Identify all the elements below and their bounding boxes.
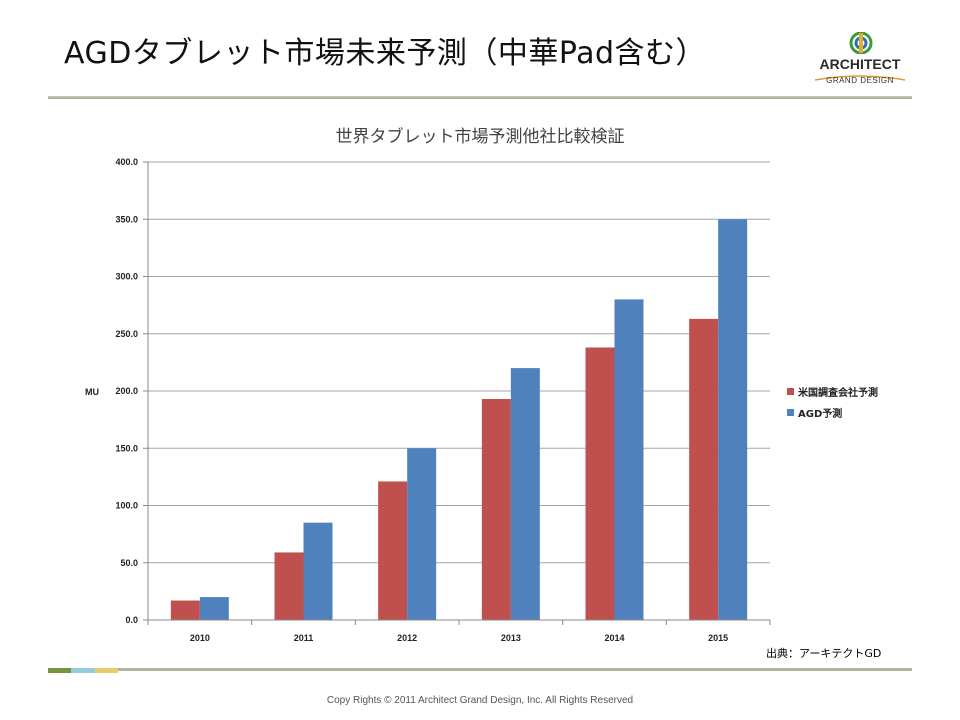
- y-tick-label: 200.0: [115, 386, 138, 396]
- y-axis-label: MU: [85, 387, 99, 397]
- legend-swatch: [787, 409, 794, 416]
- x-tick-label: 2010: [190, 633, 210, 643]
- x-tick-label: 2014: [604, 633, 624, 643]
- source-note: 出典：アーキテクトGD: [766, 647, 882, 660]
- bar-layer: [170, 219, 748, 620]
- bar-us-research-2015: [689, 318, 719, 620]
- axis-layer: 0.0 50.0 100.0 150.0 200.0 250.0 300.0 350.0 400…: [115, 157, 771, 643]
- bar-agd-2013: [510, 368, 540, 620]
- bar-agd-2015: [718, 219, 748, 620]
- logo-swoosh-icon: [814, 75, 906, 81]
- accent-blue: [71, 668, 95, 673]
- y-tick-label: 400.0: [115, 157, 138, 167]
- x-tick-label: 2015: [708, 633, 728, 643]
- accent-yellow: [94, 668, 118, 673]
- bar-us-research-2012: [378, 481, 408, 620]
- x-tick-label: 2012: [397, 633, 417, 643]
- bar-agd-2010: [199, 597, 229, 620]
- slide-title: AGDタブレット市場未来予測（中華Pad含む）: [64, 36, 707, 71]
- footer-divider: [48, 668, 912, 671]
- copyright-footer: Copy Rights © 2011 Architect Grand Desig…: [326, 695, 634, 706]
- y-tick-label: 300.0: [115, 272, 138, 282]
- bar-us-research-2014: [585, 347, 615, 620]
- y-tick-label: 350.0: [115, 214, 138, 224]
- x-tick-label: 2013: [501, 633, 521, 643]
- bar-agd-2012: [407, 448, 437, 620]
- y-tick-label: 250.0: [115, 329, 138, 339]
- y-tick-label: 100.0: [115, 501, 138, 511]
- legend-label: AGD予測: [798, 407, 842, 420]
- y-tick-label: 50.0: [120, 558, 138, 568]
- bar-us-research-2010: [170, 600, 200, 620]
- y-tick-label: 150.0: [115, 443, 138, 453]
- x-tick-label: 2011: [294, 633, 314, 643]
- accent-green: [48, 668, 72, 673]
- bar-agd-2011: [303, 522, 333, 620]
- logo-name: ARCHITECT: [819, 56, 901, 72]
- footer-accent: [48, 668, 118, 673]
- grid-layer: [148, 161, 770, 564]
- y-tick-label: 0.0: [125, 615, 138, 625]
- logo-subtitle: GRAND DESIGN: [826, 76, 894, 85]
- legend-label: 米国調査会社予測: [798, 386, 878, 399]
- bar-agd-2014: [614, 299, 644, 620]
- company-logo: ARCHITECT GRAND DESIGN: [805, 30, 915, 92]
- legend-swatch: [787, 388, 794, 395]
- chart-title: 世界タブレット市場予測他社比較検証: [336, 126, 625, 147]
- bar-us-research-2011: [274, 552, 304, 620]
- logo-mark-icon: [849, 32, 873, 54]
- legend: 米国調査会社予測 AGD予測: [787, 386, 878, 420]
- title-divider: [48, 96, 912, 99]
- bar-us-research-2013: [481, 399, 511, 620]
